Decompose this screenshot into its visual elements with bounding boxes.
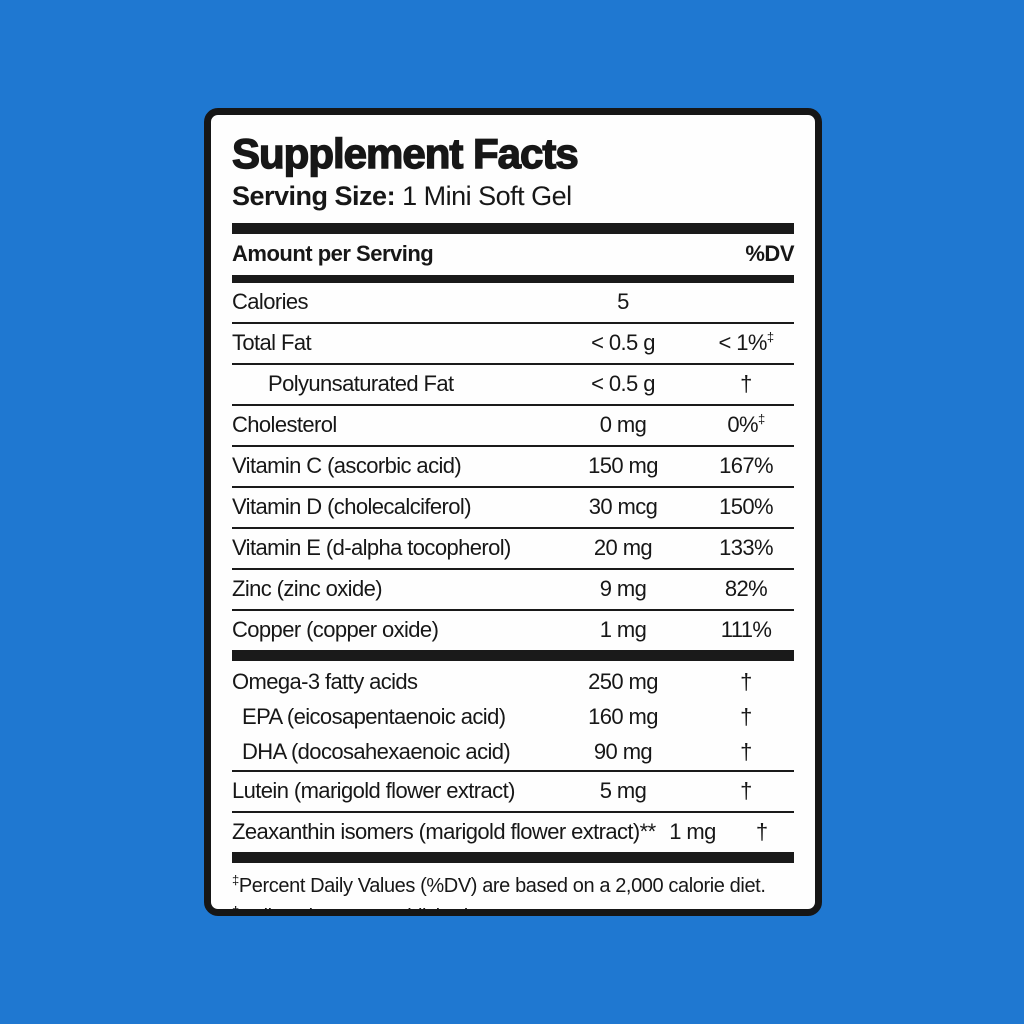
dv-value: 82% <box>724 576 768 602</box>
dv-value: † <box>740 704 752 730</box>
dv-footnote-symbol: ‡ <box>766 329 774 345</box>
divider-bar-footnotes <box>232 851 794 863</box>
table-row-polyunsaturated-fat: Polyunsaturated Fat < 0.5 g † <box>232 365 794 406</box>
table-row-vitamin-d: Vitamin D (cholecalciferol) 30 mcg 150% <box>232 488 794 529</box>
nutrient-dv: † <box>698 778 794 804</box>
table-row-total-fat: Total Fat < 0.5 g < 1%‡ <box>232 324 794 365</box>
dv-header: %DV <box>745 241 794 267</box>
nutrient-amount: 9 mg <box>599 576 647 602</box>
table-row-omega3: Omega-3 fatty acids 250 mg † <box>232 665 794 700</box>
nutrient-dv: 133% <box>698 535 794 561</box>
divider-bar-omega-section <box>232 649 794 661</box>
nutrient-name: Omega-3 fatty acids <box>232 669 418 695</box>
supplement-facts-panel: Supplement Facts Serving Size: 1 Mini So… <box>204 108 822 916</box>
dv-value: † <box>740 778 752 804</box>
nutrient-name: Zinc (zinc oxide) <box>232 576 383 602</box>
nutrient-amount: 30 mcg <box>588 494 658 520</box>
nutrient-dv: † <box>698 371 794 397</box>
dv-value: † <box>740 739 752 765</box>
nutrient-amount: 160 mg <box>588 704 658 730</box>
nutrient-amount: 5 <box>617 289 629 315</box>
amount-per-serving-header: Amount per Serving <box>232 241 434 267</box>
divider-bar-top <box>232 222 794 234</box>
table-row-vitamin-c: Vitamin C (ascorbic acid) 150 mg 167% <box>232 447 794 488</box>
dv-value: 133% <box>719 535 773 561</box>
table-row-cholesterol: Cholesterol 0 mg 0%‡ <box>232 406 794 447</box>
dv-value: † <box>740 669 752 695</box>
nutrient-name: Zeaxanthin isomers (marigold flower extr… <box>232 819 656 845</box>
footnote-daily-value: †Daily Value not established. <box>232 902 794 916</box>
nutrient-name: Vitamin D (cholecalciferol) <box>232 494 472 520</box>
nutrient-dv: † <box>698 704 794 730</box>
footnote-percent-dv: ‡Percent Daily Values (%DV) are based on… <box>232 871 794 902</box>
panel-title: Supplement Facts <box>231 130 579 178</box>
table-row-lutein: Lutein (marigold flower extract) 5 mg † <box>232 772 794 813</box>
footnote-text: Percent Daily Values (%DV) are based on … <box>238 874 766 897</box>
nutrient-amount: 250 mg <box>588 669 658 695</box>
nutrient-name: Vitamin E (d-alpha tocopherol) <box>232 535 511 561</box>
table-header-row: Amount per Serving %DV <box>232 234 795 275</box>
nutrient-name: Total Fat <box>232 330 312 356</box>
table-row-dha: DHA (docosahexaenoic acid) 90 mg † <box>232 735 794 772</box>
table-row-copper: Copper (copper oxide) 1 mg 111% <box>232 611 794 650</box>
nutrient-amount: < 0.5 g <box>591 330 655 356</box>
dv-footnote-symbol: ‡ <box>757 411 765 427</box>
nutrient-amount: 5 mg <box>599 778 647 804</box>
nutrient-name: Vitamin C (ascorbic acid) <box>232 453 462 479</box>
dv-value: 111% <box>720 617 772 643</box>
footnote-text: Daily Value not established. <box>239 906 474 909</box>
nutrient-dv: 167% <box>698 453 794 479</box>
nutrient-dv: 150% <box>698 494 794 520</box>
serving-size-value: 1 Mini Soft Gel <box>402 181 572 212</box>
nutrient-amount: 90 mg <box>593 739 653 765</box>
nutrient-name: Lutein (marigold flower extract) <box>232 778 515 804</box>
nutrient-name: Copper (copper oxide) <box>232 617 439 643</box>
dv-value: < 1% <box>718 330 768 356</box>
nutrient-amount: 0 mg <box>599 412 647 438</box>
nutrient-dv: 82% <box>698 576 794 602</box>
dv-value: 167% <box>719 453 773 479</box>
nutrient-amount: 1 mg <box>669 819 716 845</box>
nutrient-amount: < 0.5 g <box>591 371 655 397</box>
footnotes: ‡Percent Daily Values (%DV) are based on… <box>232 871 794 916</box>
nutrient-amount: 150 mg <box>588 453 658 479</box>
nutrient-amount: 1 mg <box>599 617 647 643</box>
serving-size-line: Serving Size: 1 Mini Soft Gel <box>232 180 794 212</box>
footnote-symbol: † <box>232 902 239 916</box>
nutrient-dv: 111% <box>698 617 794 643</box>
table-row-zinc: Zinc (zinc oxide) 9 mg 82% <box>232 570 794 611</box>
table-row-vitamin-e: Vitamin E (d-alpha tocopherol) 20 mg 133… <box>232 529 794 570</box>
nutrient-dv: † <box>698 669 794 695</box>
serving-size-label: Serving Size: <box>232 181 396 212</box>
table-row-zeaxanthin: Zeaxanthin isomers (marigold flower extr… <box>232 813 794 852</box>
nutrient-dv: < 1%‡ <box>698 330 794 356</box>
nutrient-dv: † <box>698 739 794 765</box>
nutrient-name: Cholesterol <box>232 412 337 438</box>
table-row-calories: Calories 5 <box>232 283 794 324</box>
nutrient-dv: 0%‡ <box>698 412 794 438</box>
dv-value: 0% <box>727 412 758 438</box>
divider-bar-header <box>232 274 794 283</box>
nutrient-name: DHA (docosahexaenoic acid) <box>242 739 511 765</box>
dv-value: † <box>740 371 752 397</box>
dv-value: 150% <box>719 494 773 520</box>
nutrient-name: Polyunsaturated Fat <box>268 371 454 397</box>
nutrient-dv: † <box>729 819 794 845</box>
dv-value: † <box>755 819 768 845</box>
table-row-epa: EPA (eicosapentaenoic acid) 160 mg † <box>232 700 794 735</box>
nutrient-amount: 20 mg <box>593 535 653 561</box>
nutrient-name: EPA (eicosapentaenoic acid) <box>242 704 506 730</box>
nutrient-name: Calories <box>232 289 309 315</box>
footnote-symbol: ‡ <box>232 871 239 887</box>
